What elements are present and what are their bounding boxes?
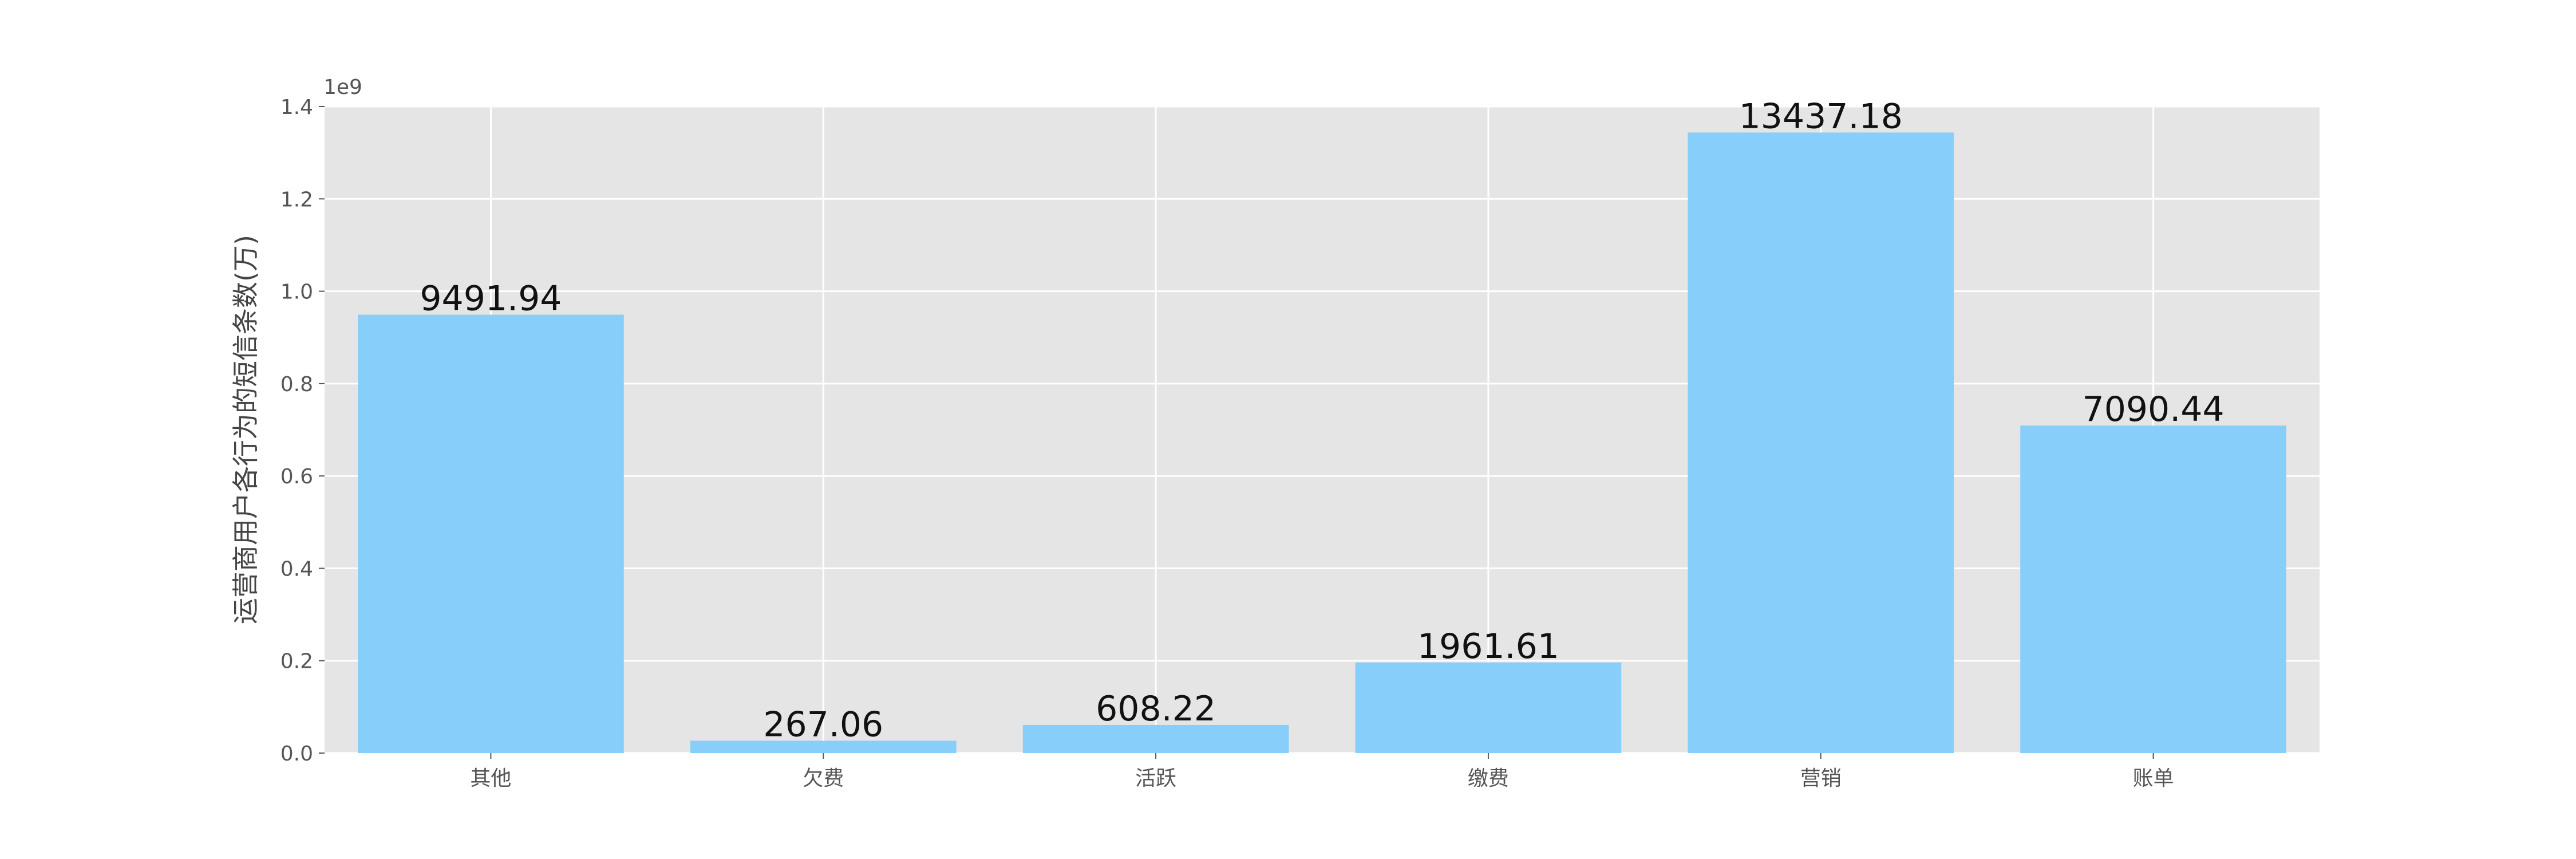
bar bbox=[358, 314, 624, 753]
data-label: 1961.61 bbox=[1417, 626, 1559, 667]
bars bbox=[358, 132, 2286, 753]
y-tick-label: 0.4 bbox=[280, 557, 313, 581]
grid-lines bbox=[325, 105, 2320, 754]
y-axis-title: 运营商用户各行为的短信条数(万) bbox=[230, 235, 261, 624]
bar bbox=[1355, 662, 1622, 753]
data-labels: 9491.94 267.06 608.22 1961.61 13437.18 7090.4… bbox=[420, 96, 2224, 744]
bar bbox=[2020, 425, 2286, 753]
x-tick-label: 活跃 bbox=[1135, 767, 1176, 790]
y-tick-label: 1.2 bbox=[280, 188, 313, 211]
y-tick-label: 1.0 bbox=[280, 281, 313, 304]
y-tick-label: 1.4 bbox=[280, 96, 313, 119]
y-tick-label: 0.0 bbox=[280, 742, 313, 766]
axis-ticks: 0.0 0.2 0.4 0.6 0.8 1.0 1.2 1.4 其他 欠费 活跃 缴费 营销 账单 bbox=[280, 96, 2174, 790]
x-tick-label: 其他 bbox=[470, 767, 511, 790]
data-label: 9491.94 bbox=[420, 279, 562, 319]
bar bbox=[690, 740, 957, 753]
data-label: 13437.18 bbox=[1739, 96, 1903, 136]
y-tick-label: 0.8 bbox=[280, 373, 313, 396]
x-tick-label: 缴费 bbox=[1468, 767, 1509, 790]
data-label: 608.22 bbox=[1096, 689, 1216, 729]
y-tick-label: 0.6 bbox=[280, 465, 313, 488]
bar bbox=[1688, 132, 1954, 753]
x-tick-label: 欠费 bbox=[803, 767, 844, 790]
x-tick-label: 账单 bbox=[2133, 767, 2174, 790]
bar bbox=[1022, 724, 1289, 753]
y-tick-label: 0.2 bbox=[280, 650, 313, 673]
y-offset-label: 1e9 bbox=[323, 76, 362, 99]
plot-background bbox=[325, 107, 2320, 753]
data-label: 7090.44 bbox=[2083, 389, 2225, 430]
x-tick-label: 营销 bbox=[1800, 767, 1842, 790]
data-label: 267.06 bbox=[763, 704, 883, 744]
